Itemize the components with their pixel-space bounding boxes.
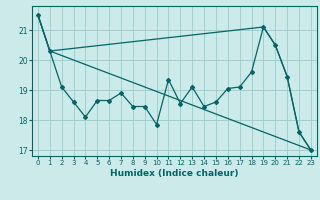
X-axis label: Humidex (Indice chaleur): Humidex (Indice chaleur): [110, 169, 239, 178]
